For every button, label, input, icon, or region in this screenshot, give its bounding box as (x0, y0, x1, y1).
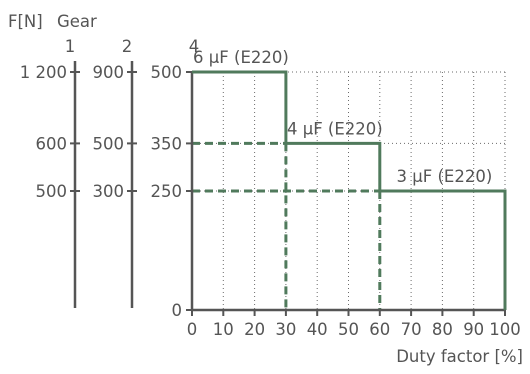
y-tick-label-250: 250 (151, 182, 183, 201)
x-tick-label-30: 30 (275, 320, 296, 339)
segment-label-2: 3 µF (E220) (397, 167, 493, 186)
x-tick-label-80: 80 (432, 320, 453, 339)
x-tick-label-50: 50 (338, 320, 359, 339)
segment-labels: 6 µF (E220) 4 µF (E220) 3 µF (E220) (193, 48, 492, 186)
x-tick-label-70: 70 (401, 320, 422, 339)
gear-axis-1-tick-label-0: 1 200 (20, 63, 67, 82)
x-tick-label-100: 100 (489, 320, 521, 339)
segment-label-0: 6 µF (E220) (193, 48, 289, 67)
gear-axis-2-tick-label-1: 500 (93, 134, 125, 153)
gear-label: Gear (57, 12, 97, 31)
f-label: F[N] (8, 12, 43, 31)
x-tick-label-40: 40 (307, 320, 328, 339)
y-tick-label-0: 0 (172, 301, 183, 320)
series-line (192, 70, 507, 310)
x-axis-label: Duty factor [%] (396, 347, 523, 366)
gear-axis-1-tick-label-2: 500 (36, 182, 68, 201)
main-axis: 4 500 350 250 00 10 20 30 40 50 60 70 80 90 100 (151, 37, 521, 339)
segment-label-1: 4 µF (E220) (287, 119, 383, 138)
guide-lines (192, 141, 382, 310)
y-tick-label-350: 350 (151, 134, 183, 153)
x-tick-label-90: 90 (463, 320, 484, 339)
gear-axes: 1 1 200 600 500 2 900 500 300 (20, 37, 137, 308)
y-tick-label-500: 500 (151, 63, 183, 82)
series (192, 70, 507, 310)
x-tick-label-0: 0 (187, 320, 198, 339)
gear-axis-1-header: 1 (65, 37, 76, 56)
gear-axis-4-header: 4 (189, 37, 200, 56)
x-tick-label-20: 20 (244, 320, 265, 339)
x-tick-label-10: 10 (213, 320, 234, 339)
gear-axis-2-tick-label-2: 300 (93, 182, 125, 201)
gear-axis-1-tick-label-1: 600 (36, 134, 68, 153)
x-tick-label-60: 60 (369, 320, 390, 339)
gear-axis-2-tick-label-0: 900 (93, 63, 125, 82)
gear-axis-2-header: 2 (122, 37, 133, 56)
